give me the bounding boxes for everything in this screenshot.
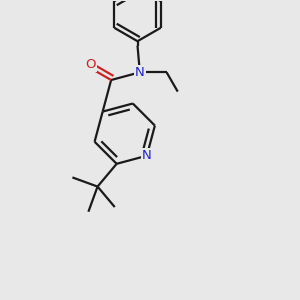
Text: N: N	[142, 149, 152, 162]
Text: O: O	[85, 58, 96, 71]
Text: N: N	[135, 66, 145, 79]
